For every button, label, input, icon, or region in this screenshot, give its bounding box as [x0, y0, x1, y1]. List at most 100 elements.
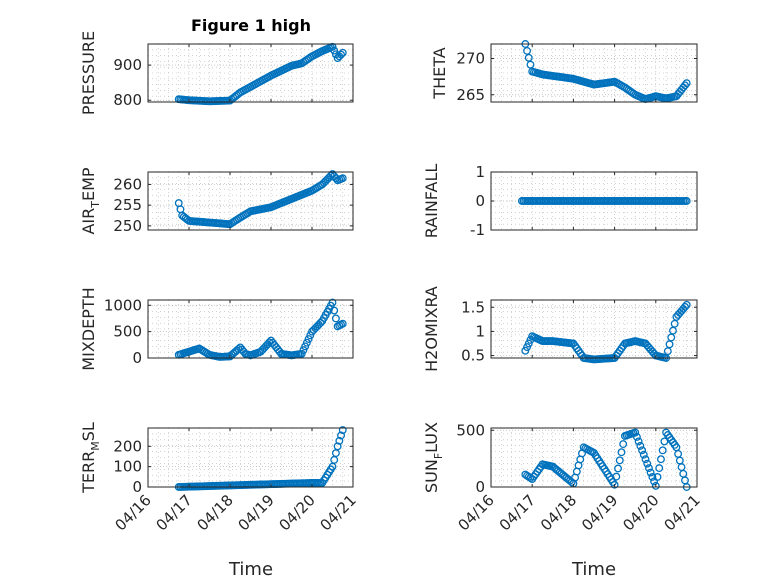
- data-point: [523, 343, 531, 352]
- data-point: [682, 197, 691, 205]
- data-point: [333, 442, 342, 451]
- data-point: [651, 481, 660, 490]
- data-point: [524, 339, 533, 348]
- y-tick-label: 1: [475, 322, 485, 340]
- data-point: [646, 468, 655, 477]
- grid: [490, 43, 698, 103]
- y-axis-label-subscript: T: [89, 201, 102, 209]
- data-point: [644, 464, 653, 473]
- data-point: [523, 46, 531, 55]
- data-point: [335, 436, 344, 445]
- y-axis-label-main: TERR: [79, 451, 98, 494]
- y-tick-label: 0: [475, 192, 485, 210]
- y-axis-label: TERRMSL: [79, 422, 102, 494]
- data-point: [299, 346, 308, 355]
- data-point: [526, 60, 535, 69]
- data-point: [638, 446, 647, 455]
- data-point: [619, 440, 628, 449]
- data-series: [521, 300, 691, 364]
- data-point: [682, 79, 691, 88]
- y-axis-label-rest: LUX: [422, 422, 441, 453]
- y-tick-label: 1: [475, 163, 485, 181]
- panel-mixdepth: 0 500 1000 MIXDEPTH: [79, 287, 354, 371]
- data-point: [338, 426, 347, 434]
- data-point: [304, 335, 313, 343]
- data-point: [679, 469, 688, 478]
- data-point: [330, 306, 339, 315]
- data-point: [302, 338, 311, 347]
- y-tick-label: 1.5: [461, 298, 485, 316]
- data-point: [681, 476, 689, 485]
- data-point: [330, 46, 339, 55]
- data-point: [657, 455, 665, 464]
- data-point: [617, 448, 626, 457]
- y-axis-label: PRESSURE: [79, 31, 98, 115]
- x-tick-label: 04/18: [537, 491, 580, 534]
- data-point: [643, 459, 652, 468]
- panel-pressure: 800 900 PRESSURE: [79, 31, 354, 115]
- y-axis-label-subscript: M: [89, 441, 102, 451]
- x-tick-label: 04/17: [153, 491, 196, 534]
- y-axis-label: H2OMIXRA: [422, 286, 441, 372]
- y-tick-label: 0: [475, 478, 485, 496]
- x-tick-label: 04/20: [619, 491, 662, 534]
- data-point: [301, 342, 310, 351]
- data-point: [632, 433, 641, 441]
- y-tick-label: 265: [456, 86, 485, 104]
- y-tick-label: 500: [456, 421, 485, 439]
- data-point: [338, 319, 347, 328]
- data-point: [682, 300, 691, 309]
- y-tick-label: 1000: [104, 296, 142, 314]
- panel-rainfall: -1 0 1 RAINFALL: [422, 163, 698, 239]
- y-tick-label: -1: [470, 221, 485, 239]
- y-tick-label: 250: [113, 217, 142, 235]
- data-point: [634, 437, 643, 446]
- x-tick-label: 04/17: [496, 491, 539, 534]
- data-point: [615, 456, 624, 465]
- data-point: [639, 450, 648, 459]
- y-axis-label: AIRTEMP: [79, 167, 102, 234]
- data-point: [681, 302, 689, 311]
- axes-box: [147, 43, 354, 103]
- y-tick-label: 260: [113, 175, 142, 193]
- data-point: [614, 464, 622, 473]
- x-tick-label: 04/18: [194, 491, 237, 534]
- data-point: [674, 449, 683, 458]
- data-point: [670, 319, 679, 328]
- data-point: [331, 449, 340, 458]
- data-series: [174, 170, 347, 229]
- x-tick-label: 04/21: [317, 491, 360, 534]
- data-point: [330, 455, 339, 464]
- y-axis-label-main: SUN: [422, 459, 441, 493]
- data-point: [338, 48, 347, 57]
- data-point: [665, 340, 674, 349]
- data-point: [610, 480, 619, 489]
- data-point: [331, 314, 340, 323]
- y-tick-label: 255: [113, 196, 142, 214]
- panel-terr-msl: 0 100 200 TERRMSL 04/1604/1704/1804/1904/200…: [79, 422, 360, 534]
- data-point: [636, 441, 645, 450]
- panel-air-temp: 250 255 260 AIRTEMP: [79, 167, 354, 235]
- data-point: [658, 446, 667, 455]
- axes-box: [147, 171, 354, 231]
- data-point: [675, 456, 684, 465]
- data-series: [521, 428, 691, 491]
- data-point: [669, 326, 677, 335]
- y-tick-label: 270: [456, 50, 485, 68]
- x-axis-label-left: Time: [228, 559, 273, 580]
- data-series: [174, 42, 347, 106]
- axes-box: [147, 299, 354, 359]
- data-point: [328, 298, 337, 307]
- x-axis-label-right: Time: [571, 559, 616, 580]
- y-tick-label: 0: [132, 478, 142, 496]
- panel-theta: 265 270 THETA: [430, 40, 698, 104]
- data-point: [337, 431, 345, 440]
- data-point: [677, 463, 686, 472]
- data-point: [521, 346, 530, 355]
- x-tick-label: 04/19: [578, 491, 621, 534]
- data-point: [667, 333, 676, 342]
- data-point: [297, 349, 306, 358]
- x-tick-label: 04/16: [112, 491, 155, 534]
- data-point: [337, 50, 345, 59]
- data-point: [631, 428, 640, 437]
